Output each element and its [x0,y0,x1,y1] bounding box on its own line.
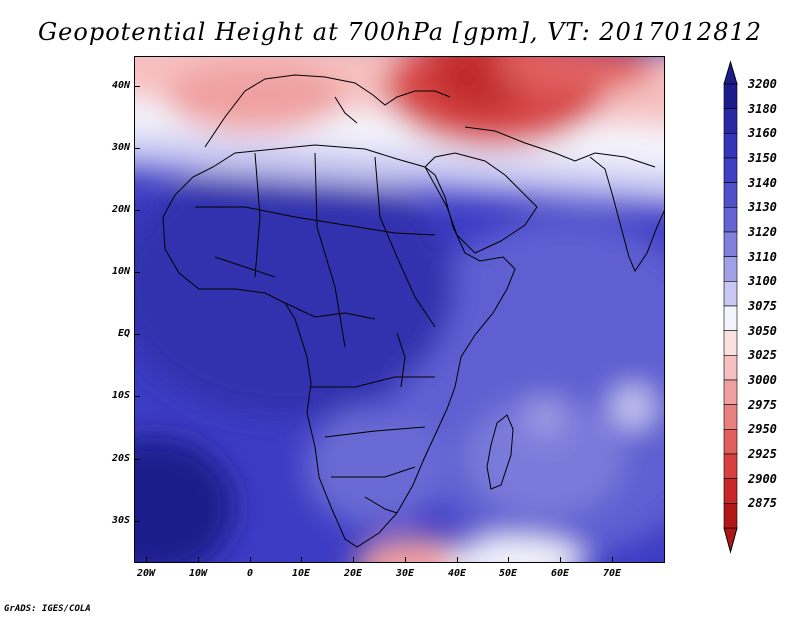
colorbar-label: 3140 [748,175,777,190]
colorbar-segments [723,83,738,529]
colorbar-segment [723,503,738,529]
map-panel[interactable] [134,56,665,563]
lon-tick [250,557,251,563]
lat-label-30s: 30S [111,515,130,526]
lon-label-20w: 20W [136,568,156,579]
colorbar-label: 2975 [748,397,777,412]
colorbar-segment [723,182,738,208]
credit-text: GrADS: IGES/COLA [4,604,91,614]
lon-label-70e: 70E [602,568,622,579]
map-title: Geopotential Height at 700hPa [gpm], VT:… [38,18,762,46]
lon-label-60e: 60E [550,568,570,579]
colorbar-segment [723,157,738,183]
colorbar-label: 3000 [748,373,777,387]
colorbar-segment [723,453,738,479]
lon-label-0: 0 [246,568,254,579]
lon-label-40e: 40E [447,568,467,579]
lon-label-10w: 10W [188,568,208,579]
colorbar-label: 2950 [748,422,777,437]
colorbar-label: 3200 [748,77,777,91]
colorbar-segment [723,429,738,455]
lat-label-20s: 20S [111,453,130,464]
colorbar-label: 3025 [748,348,777,363]
colorbar-label: 3150 [748,151,777,165]
lon-tick [301,557,302,563]
lat-label-40n: 40N [111,80,130,91]
lat-label-30n: 30N [111,142,130,153]
lat-tick [134,86,140,87]
colorbar-segment [723,231,738,257]
colorbar-label: 2875 [748,496,777,511]
colorbar-segment [723,330,738,356]
colorbar-label: 3160 [748,126,777,141]
colorbar-top-arrow [723,60,738,85]
colorbar-segment [723,281,738,307]
colorbar-segment [723,83,738,109]
colorbar-segment [723,305,738,331]
lon-label-30e: 30E [395,568,415,579]
colorbar-shapes [723,60,738,554]
colorbar-segment [723,133,738,159]
lon-tick [405,557,406,563]
lat-tick [134,148,140,149]
lon-tick [508,557,509,563]
lat-tick [134,459,140,460]
colorbar-segment [723,404,738,430]
colorbar-label: 3120 [748,225,777,239]
lat-label-20n: 20N [111,204,130,215]
colorbar-label: 3110 [748,249,777,264]
lon-label-20e: 20E [343,568,363,579]
lon-tick [560,557,561,563]
lon-tick [457,557,458,563]
lat-tick [134,272,140,273]
lat-tick [134,396,140,397]
lat-label-10n: 10N [111,266,130,277]
colorbar-segment [723,379,738,405]
lat-tick [134,334,140,335]
colorbar-segment [723,256,738,282]
colorbar-label: 3180 [748,101,777,116]
lat-label-eq: EQ [117,328,130,339]
lon-tick [146,557,147,563]
colorbar-bottom-arrow [723,527,738,554]
lon-label-50e: 50E [498,568,518,579]
colorbar-label: 3050 [748,323,777,338]
colorbar-segment [723,355,738,381]
lat-tick [134,210,140,211]
lat-tick [134,521,140,522]
colorbar-label: 2900 [748,471,777,486]
lon-tick [198,557,199,563]
colorbar-label: 3075 [748,299,777,313]
colorbar-segment [723,207,738,233]
geopotential-map [135,57,664,562]
lat-label-10s: 10S [111,390,130,401]
colorbar-label: 3100 [748,274,777,289]
lon-label-10e: 10E [291,568,311,579]
lon-tick [612,557,613,563]
colorbar-legend: 3200 3180 3160 3150 3140 3130 3120 3110 3100 3075… [720,60,780,560]
colorbar-segment [723,478,738,504]
colorbar-segment [723,108,738,134]
colorbar-label: 2925 [748,447,777,461]
field-contours [135,57,664,562]
colorbar-label: 3130 [748,200,777,215]
lon-tick [353,557,354,563]
coastlines [162,74,664,548]
